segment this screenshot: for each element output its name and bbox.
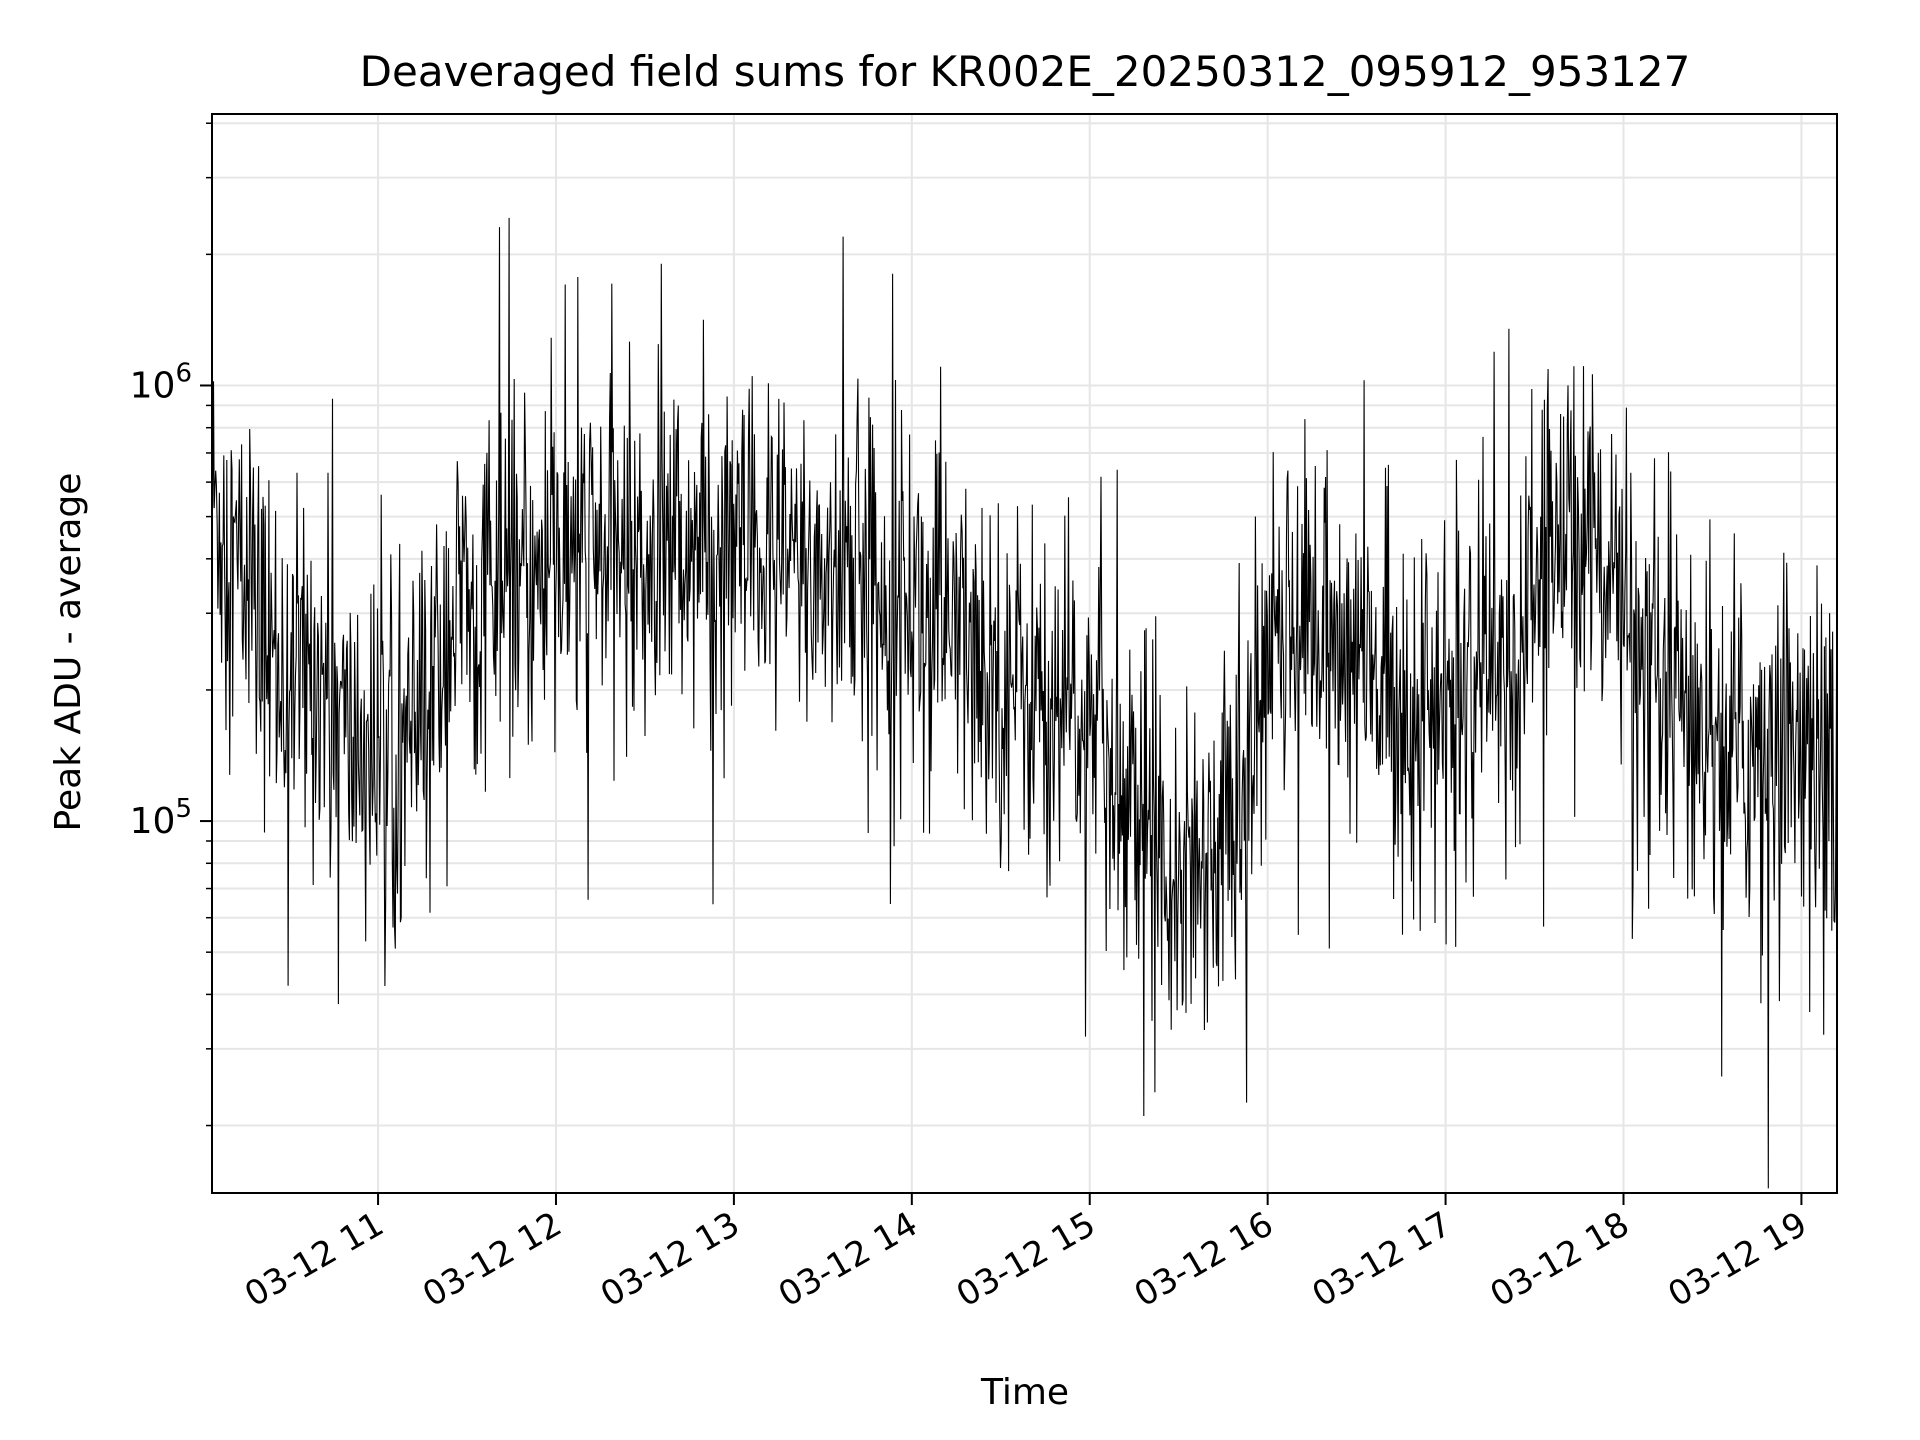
plot-frame	[211, 113, 1838, 1194]
y-tick-label: 105	[130, 794, 192, 842]
y-axis-ticks: 105 106	[130, 122, 212, 1127]
y-axis-label: Peak ADU - average	[48, 473, 89, 832]
y-tick-label: 106	[130, 358, 192, 406]
y-gridlines	[212, 122, 1837, 1127]
x-axis-label: Time	[980, 1372, 1069, 1413]
series-line	[211, 217, 1838, 1189]
chart-title: Deaveraged field sums for KR002E_2025031…	[360, 47, 1691, 96]
